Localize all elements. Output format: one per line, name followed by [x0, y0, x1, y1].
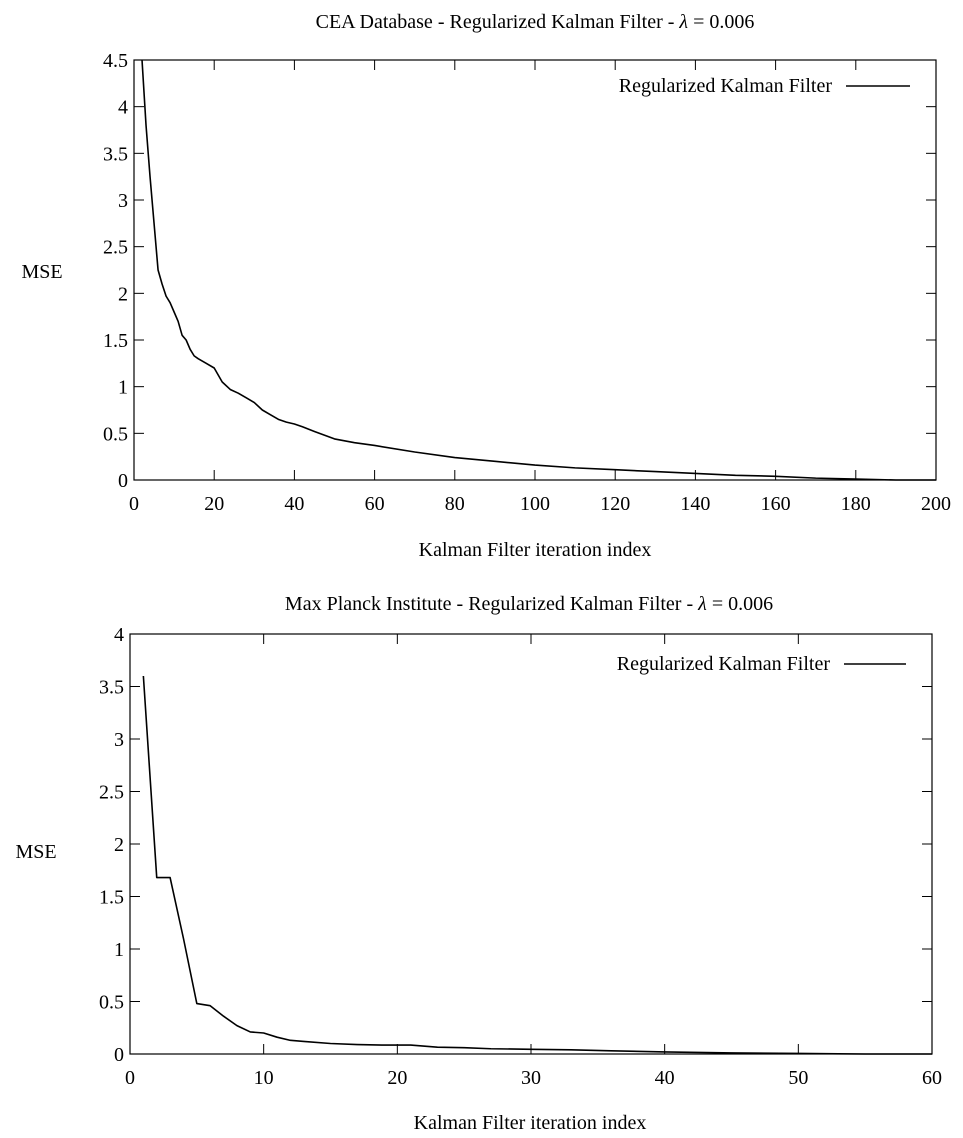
- y-axis: 0 0.5 1 1.5 2 2.5 3 3.5 4 4.5: [103, 50, 936, 492]
- x-tick-label: 50: [788, 1067, 808, 1089]
- y-tick-label: 0: [114, 1044, 124, 1066]
- x-tick-label: 20: [204, 493, 224, 515]
- x-axis: 0 20 40 60 80 100 120 140 160 180 200: [129, 60, 951, 515]
- y-tick-label: 3.5: [99, 677, 124, 699]
- y-tick-label: 2.5: [103, 237, 128, 259]
- y-axis: 0 0.5 1 1.5 2 2.5 3 3.5 4: [99, 624, 932, 1066]
- series-line-regularized-kalman-filter: [141, 59, 936, 481]
- plot-area-frame: [133, 59, 937, 481]
- chart-max-planck: Max Planck Institute - Regularized Kalma…: [15, 593, 942, 1134]
- y-tick-label: 2: [114, 834, 124, 856]
- y-tick-label: 3.5: [103, 143, 128, 165]
- y-tick-label: 4: [118, 97, 128, 119]
- legend: Regularized Kalman Filter: [619, 75, 910, 97]
- y-tick-label: 0: [118, 470, 128, 492]
- x-tick-label: 140: [680, 493, 710, 515]
- chart-title: CEA Database - Regularized Kalman Filter…: [316, 11, 755, 33]
- x-tick-label: 20: [387, 1067, 407, 1089]
- y-axis-label: MSE: [21, 261, 62, 283]
- x-tick-label: 30: [521, 1067, 541, 1089]
- x-tick-label: 0: [125, 1067, 135, 1089]
- x-tick-label: 40: [284, 493, 304, 515]
- x-tick-label: 180: [841, 493, 871, 515]
- x-axis-label: Kalman Filter iteration index: [419, 539, 652, 561]
- y-tick-label: 4.5: [103, 50, 128, 72]
- x-tick-label: 100: [520, 493, 550, 515]
- y-tick-label: 4: [114, 624, 124, 646]
- x-tick-label: 160: [761, 493, 791, 515]
- x-axis-label: Kalman Filter iteration index: [414, 1112, 647, 1134]
- y-tick-label: 1.5: [103, 330, 128, 352]
- x-tick-label: 60: [365, 493, 385, 515]
- y-tick-label: 2.5: [99, 782, 124, 804]
- y-tick-label: 1: [118, 377, 128, 399]
- x-tick-label: 0: [129, 493, 139, 515]
- series-line-regularized-kalman-filter: [142, 675, 932, 1055]
- y-tick-label: 1: [114, 939, 124, 961]
- x-tick-label: 120: [600, 493, 630, 515]
- x-tick-label: 200: [921, 493, 951, 515]
- y-tick-label: 3: [118, 190, 128, 212]
- y-axis-label: MSE: [15, 841, 56, 863]
- y-tick-label: 1.5: [99, 887, 124, 909]
- plot-area-frame: [129, 633, 933, 1055]
- legend-label: Regularized Kalman Filter: [617, 653, 831, 675]
- legend-label: Regularized Kalman Filter: [619, 75, 833, 97]
- y-tick-label: 2: [118, 283, 128, 305]
- chart-title: Max Planck Institute - Regularized Kalma…: [285, 593, 773, 615]
- x-tick-label: 10: [254, 1067, 274, 1089]
- x-axis: 0 10 20 30 40 50 60: [125, 634, 942, 1089]
- y-tick-label: 3: [114, 729, 124, 751]
- x-tick-label: 80: [445, 493, 465, 515]
- x-tick-label: 40: [655, 1067, 675, 1089]
- chart-cea: CEA Database - Regularized Kalman Filter…: [21, 11, 951, 561]
- y-tick-label: 0.5: [103, 423, 128, 445]
- legend: Regularized Kalman Filter: [617, 653, 906, 675]
- x-tick-label: 60: [922, 1067, 942, 1089]
- y-tick-label: 0.5: [99, 992, 124, 1014]
